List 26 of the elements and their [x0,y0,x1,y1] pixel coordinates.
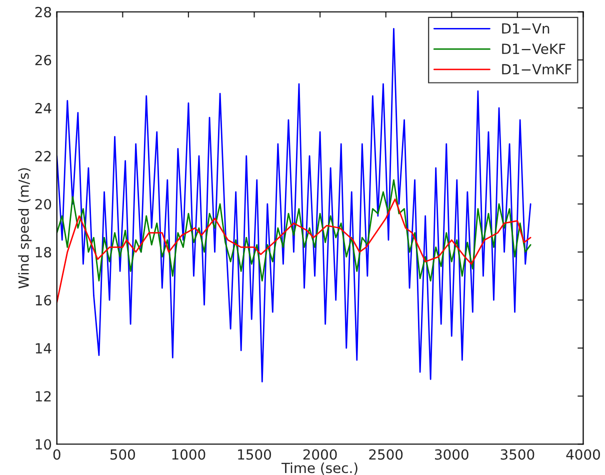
y-axis-title: Wind speed (m/s) [18,168,32,289]
x-tick-label: 3500 [500,449,534,460]
y-tick-label: 18 [36,246,52,258]
line-series [56,198,532,304]
x-tick-label: 2500 [369,449,403,460]
x-tick-label: 3000 [435,449,468,460]
y-tick-label: 12 [36,391,51,402]
line-series [56,179,532,282]
y-tick-label: 14 [36,343,52,354]
x-tick-label: 1500 [238,449,271,460]
y-tick-label: 26 [35,54,52,66]
y-tick-label: 20 [35,198,52,210]
y-tick-label: 28 [35,6,52,18]
y-tick-label: 10 [36,439,52,450]
x-tick-label: 1000 [172,449,206,460]
legend-label: D1−VeKF [502,44,566,54]
legend-label: D1−Vn [502,23,550,34]
x-tick-label: 0 [53,449,60,460]
x-tick-label: 4000 [566,449,600,460]
legend-label: D1−VmKF [502,64,572,74]
x-axis-title: Time (sec.) [281,462,358,475]
y-tick-label: 22 [35,150,51,162]
x-tick-label: 500 [110,449,135,460]
x-tick-label: 2000 [303,449,337,460]
y-tick-label: 16 [36,295,52,306]
y-tick-label: 24 [35,102,52,114]
